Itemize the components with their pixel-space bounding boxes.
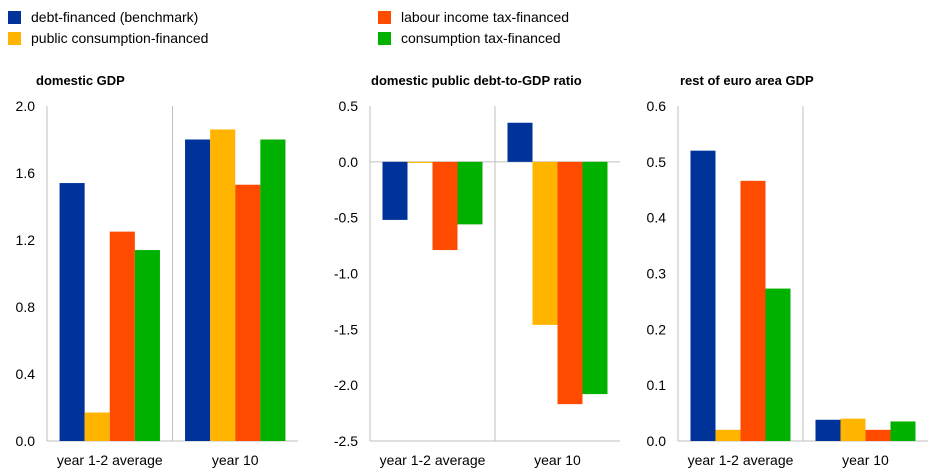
x-tick-label: year 10 (212, 452, 259, 468)
y-tick-label: -1.0 (334, 266, 358, 282)
bar (109, 231, 135, 441)
chart-title-debt-ratio: domestic public debt-to-GDP ratio (371, 73, 582, 88)
x-tick-label: year 1-2 average (380, 452, 486, 468)
legend-item-labour-income-tax: labour income tax-financed (378, 8, 569, 26)
y-tick-label: 0.3 (647, 266, 667, 282)
legend-item-public-consumption: public consumption-financed (8, 29, 208, 47)
y-tick-label: 0.5 (339, 98, 359, 114)
legend-swatch (8, 31, 21, 45)
chart-title-rest-euro-area-gdp: rest of euro area GDP (680, 73, 814, 88)
bar (840, 418, 866, 441)
bar (84, 412, 110, 441)
y-tick-label: 0.4 (647, 210, 667, 226)
y-tick-label: 0.6 (647, 98, 667, 114)
x-tick-label: year 10 (534, 452, 581, 468)
bar (740, 180, 766, 442)
bar (210, 129, 236, 441)
bar (865, 429, 891, 441)
bar (582, 161, 608, 395)
legend-item-debt-financed: debt-financed (benchmark) (8, 8, 198, 26)
y-tick-label: 2.0 (16, 98, 36, 114)
bar (532, 161, 558, 325)
bar (260, 139, 286, 441)
bar (557, 161, 583, 405)
bar (715, 429, 741, 441)
chart-legend: debt-financed (benchmark) labour income … (0, 0, 935, 60)
y-tick-label: -0.5 (334, 210, 358, 226)
y-tick-label: 0.0 (647, 433, 667, 449)
legend-label: labour income tax-financed (401, 9, 570, 25)
y-tick-label: 1.6 (16, 165, 36, 181)
x-tick-label: year 1-2 average (57, 452, 163, 468)
legend-label: consumption tax-financed (401, 30, 561, 46)
y-tick-label: 1.2 (16, 232, 36, 248)
y-tick-label: 0.0 (16, 433, 36, 449)
bar (690, 150, 716, 441)
x-tick-label: year 1-2 average (688, 452, 794, 468)
x-tick-label: year 10 (842, 452, 889, 468)
bar (815, 419, 841, 441)
legend-label: debt-financed (benchmark) (31, 9, 199, 25)
y-tick-label: 0.2 (647, 321, 667, 337)
bar (765, 288, 791, 441)
chart-title-domestic-gdp: domestic GDP (36, 73, 125, 88)
y-tick-label: 0.1 (647, 377, 667, 393)
legend-swatch (8, 10, 21, 24)
legend-label: public consumption-financed (31, 30, 209, 46)
bar (890, 421, 916, 441)
y-tick-label: 0.4 (16, 366, 36, 382)
bar (134, 250, 160, 441)
legend-swatch (378, 10, 391, 24)
y-tick-label: 0.8 (16, 299, 36, 315)
legend-swatch (378, 31, 391, 45)
y-tick-label: -2.5 (334, 433, 358, 449)
bar (407, 161, 433, 163)
bar (59, 183, 85, 442)
y-tick-label: -1.5 (334, 321, 358, 337)
legend-item-consumption-tax: consumption tax-financed (378, 29, 561, 47)
bar (507, 122, 533, 162)
bar (457, 161, 483, 225)
y-tick-label: -2.0 (334, 377, 358, 393)
bar (185, 139, 211, 441)
bar (432, 161, 458, 251)
bar (235, 184, 261, 441)
y-tick-label: 0.0 (339, 154, 359, 170)
y-tick-label: 0.5 (647, 154, 667, 170)
bar (382, 161, 408, 220)
